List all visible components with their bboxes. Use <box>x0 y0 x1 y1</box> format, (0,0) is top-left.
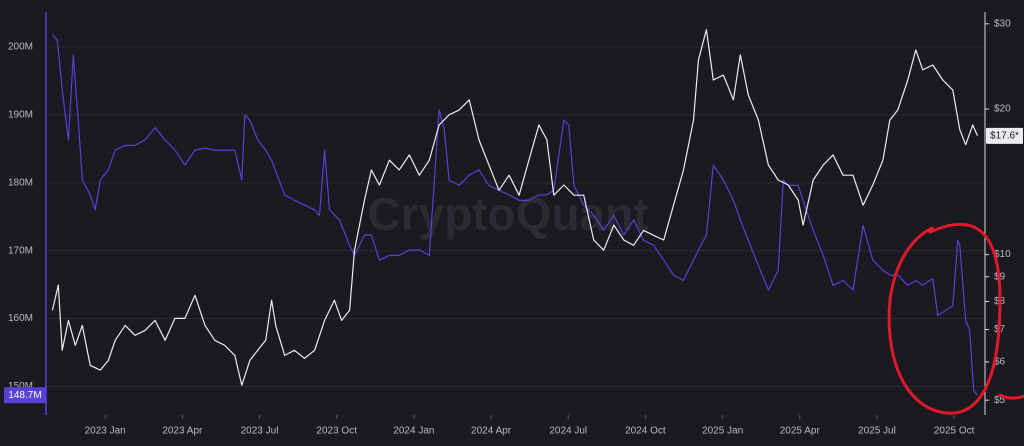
y-tick-label: 180M <box>8 177 33 188</box>
x-tick-label: 2023 Apr <box>162 426 203 437</box>
series-line <box>51 29 979 386</box>
x-tick-label: 2024 Jan <box>393 426 434 437</box>
x-tick-label: 2023 Jan <box>85 426 126 437</box>
y2-tick-label: $6 <box>994 357 1006 368</box>
x-tick-label: 2024 Oct <box>625 426 666 437</box>
watermark: CryptoQuant <box>367 188 648 240</box>
y2-tick-label: $10 <box>994 249 1011 260</box>
x-tick-label: 2024 Jul <box>549 426 587 437</box>
last-value-box <box>4 387 46 404</box>
annotation-circle <box>887 222 1024 415</box>
y2-tick-label: $5 <box>994 395 1006 406</box>
series-line <box>51 34 978 396</box>
x-tick-label: 2024 Apr <box>471 426 512 437</box>
x-tick-label: 2025 Jul <box>858 426 896 437</box>
y-tick-label: 190M <box>8 109 33 120</box>
y-tick-label: 170M <box>8 245 33 256</box>
y-tick-label: 200M <box>8 42 33 53</box>
y-tick-label: 150M <box>8 381 33 392</box>
y2-tick-label: $20 <box>994 104 1011 115</box>
x-tick-label: 2025 Apr <box>780 426 821 437</box>
y2-tick-label: $30 <box>994 18 1011 29</box>
last-value-label: $17.6* <box>990 130 1019 141</box>
x-tick-label: 2023 Jul <box>241 426 279 437</box>
last-value-label: 148.7M <box>8 390 41 401</box>
x-tick-label: 2023 Oct <box>316 426 357 437</box>
y-tick-label: 160M <box>8 313 33 324</box>
x-tick-label: 2025 Jan <box>702 426 743 437</box>
x-tick-label: 2025 Oct <box>934 426 975 437</box>
last-value-box <box>986 127 1023 144</box>
